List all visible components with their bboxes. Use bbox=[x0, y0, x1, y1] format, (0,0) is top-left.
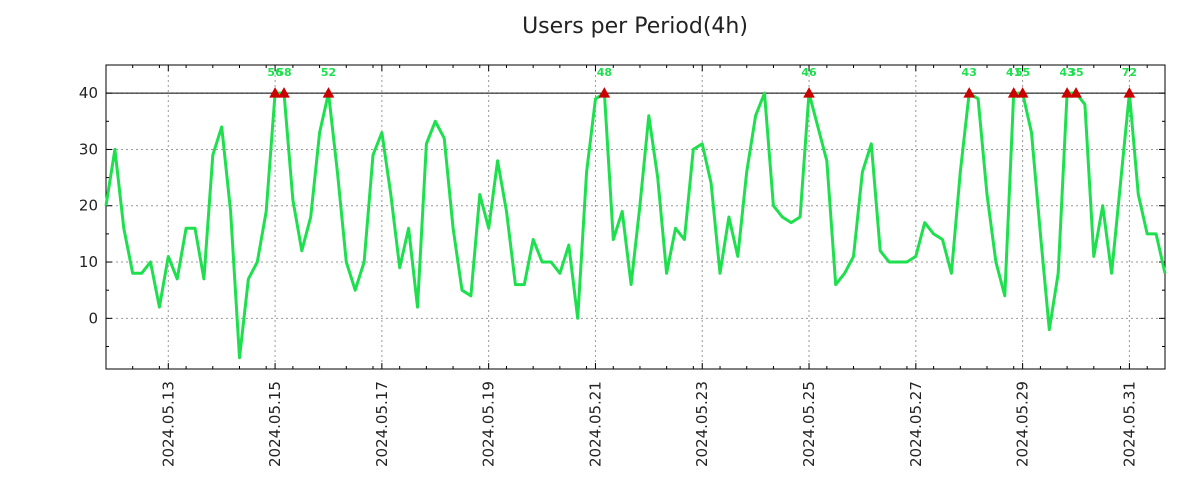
capped-marker bbox=[803, 87, 815, 98]
x-tick-label: 2024.05.17 bbox=[373, 381, 391, 467]
capped-marker bbox=[322, 87, 335, 98]
x-tick-label: 2024.05.21 bbox=[586, 381, 604, 467]
y-tick-label: 40 bbox=[79, 84, 98, 102]
capped-value-label: 55 bbox=[1015, 66, 1030, 79]
capped-value-label: 52 bbox=[321, 66, 336, 79]
capped-marker bbox=[1123, 87, 1136, 98]
capped-value-label: 43 bbox=[962, 66, 977, 79]
capped-marker bbox=[278, 87, 290, 98]
capped-value-label: 56 bbox=[267, 66, 283, 79]
x-tick-label: 2024.05.23 bbox=[693, 381, 711, 467]
capped-marker bbox=[1061, 87, 1073, 98]
capped-value-label: 41 bbox=[1006, 66, 1021, 79]
capped-marker bbox=[269, 87, 281, 98]
x-tick-label: 2024.05.25 bbox=[800, 381, 818, 467]
capped-marker bbox=[598, 87, 611, 98]
capped-value-label: 58 bbox=[276, 66, 291, 79]
y-tick-label: 10 bbox=[79, 253, 98, 271]
y-tick-label: 20 bbox=[79, 197, 98, 215]
x-tick-label: 2024.05.15 bbox=[266, 381, 284, 467]
capped-marker bbox=[1007, 87, 1020, 98]
capped-value-label: 48 bbox=[597, 66, 612, 79]
capped-value-label: 72 bbox=[1122, 66, 1137, 79]
x-tick-label: 2024.05.27 bbox=[907, 381, 925, 467]
x-tick-label: 2024.05.29 bbox=[1014, 381, 1032, 467]
capped-marker bbox=[963, 87, 976, 98]
capped-value-label: 43 bbox=[1059, 66, 1074, 79]
plot-frame bbox=[105, 64, 1166, 370]
x-tick-label: 2024.05.19 bbox=[480, 381, 498, 467]
axes-layer: 0 10 20 30 40 2024.05.13 2024.05.15 2024.05.17 2… bbox=[79, 64, 1165, 467]
x-tick-label: 2024.05.31 bbox=[1120, 381, 1138, 467]
capped-value-label: 35 bbox=[1068, 66, 1083, 79]
capped-marker bbox=[1070, 87, 1082, 98]
capped-value-label: 46 bbox=[801, 66, 817, 79]
y-tick-label: 30 bbox=[79, 140, 98, 158]
y-tick-label: 0 bbox=[88, 309, 98, 327]
chart-title: Users per Period(4h) bbox=[522, 14, 748, 39]
x-tick-label: 2024.05.13 bbox=[159, 381, 177, 467]
capped-marker bbox=[1016, 87, 1029, 98]
